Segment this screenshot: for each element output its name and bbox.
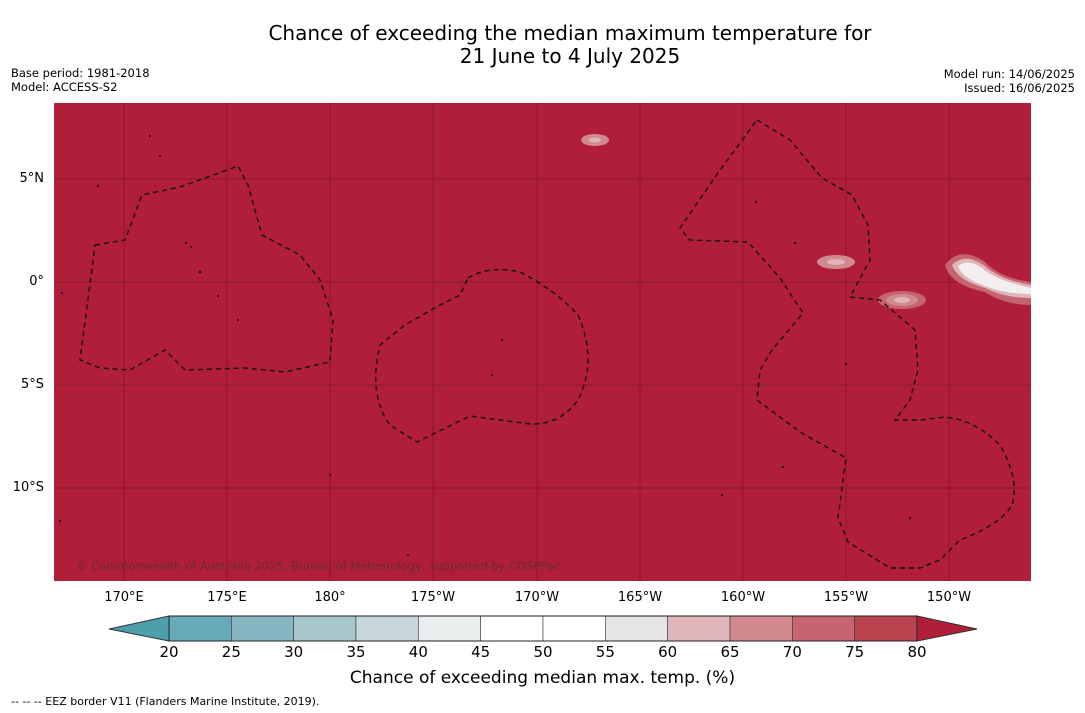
- colorbar-title: Chance of exceeding median max. temp. (%…: [349, 668, 736, 688]
- colorbar-segment: [355, 615, 419, 642]
- lon-label-155w: 155°W: [823, 590, 869, 605]
- colorbar-segment: [854, 615, 918, 642]
- colorbar-tick-label: 20: [159, 643, 179, 661]
- lat-label-5s: 5°S: [20, 377, 44, 392]
- low-probability-patches: [581, 134, 1031, 309]
- colorbar-segment: [480, 615, 544, 642]
- colorbar-segment: [418, 615, 481, 642]
- colorbar-tick-label: 30: [284, 643, 304, 661]
- colorbar-tick-label: 35: [346, 643, 366, 661]
- eez-borders: [79, 119, 1015, 569]
- colorbar-segment: [729, 615, 793, 642]
- colorbar-tick-label: 75: [845, 643, 865, 661]
- lon-label-170w: 170°W: [514, 590, 560, 605]
- lon-label-165w: 165°W: [617, 590, 663, 605]
- map-title-line2: 21 June to 4 July 2025: [459, 44, 681, 68]
- colorbar-tick-label: 50: [533, 643, 553, 661]
- colorbar-tick-label: 40: [408, 643, 428, 661]
- lon-label-160w: 160°W: [720, 590, 766, 605]
- colorbar-segment: [231, 615, 294, 642]
- lon-label-180: 180°: [314, 590, 346, 605]
- island-dots: [59, 135, 911, 556]
- lon-label-150w: 150°W: [926, 590, 972, 605]
- colorbar-tick-label: 65: [720, 643, 740, 661]
- lon-label-170e: 170°E: [104, 590, 144, 605]
- colorbar-over-arrow: [916, 615, 978, 642]
- lat-label-0: 0°: [29, 274, 44, 289]
- model-run: Model run: 14/06/2025: [943, 67, 1075, 81]
- colorbar-tick-label: 80: [907, 643, 927, 661]
- colorbar-segment: [168, 615, 232, 642]
- map-title: Chance of exceeding the median maximum t…: [0, 22, 1085, 68]
- colorbar-segment: [293, 615, 357, 642]
- colorbar-segment: [667, 615, 731, 642]
- colorbar: [108, 615, 978, 642]
- meta-left: Base period: 1981-2018 Model: ACCESS-S2: [11, 66, 150, 94]
- issued-date: Issued: 16/06/2025: [964, 81, 1075, 95]
- lat-label-5n: 5°N: [19, 171, 45, 186]
- colorbar-tick-label: 25: [221, 643, 241, 661]
- map-title-line1: Chance of exceeding the median maximum t…: [268, 21, 872, 45]
- lon-label-175e: 175°E: [207, 590, 247, 605]
- colorbar-segments: [168, 615, 918, 642]
- colorbar-under-arrow: [108, 615, 170, 642]
- base-period: Base period: 1981-2018: [11, 66, 150, 80]
- graticule: [54, 103, 1031, 581]
- colorbar-tick-label: 70: [782, 643, 802, 661]
- colorbar-tick-label: 45: [471, 643, 491, 661]
- colorbar-tick-label: 60: [658, 643, 678, 661]
- colorbar-segment: [605, 615, 668, 642]
- eez-legend: -- -- -- EEZ border V11 (Flanders Marine…: [11, 695, 320, 708]
- copyright-notice: © Commonwealth of Australia 2025, Bureau…: [76, 559, 561, 573]
- lat-label-10s: 10°S: [12, 480, 44, 495]
- lon-label-175w: 175°W: [410, 590, 456, 605]
- colorbar-segment: [792, 615, 855, 642]
- meta-right: Model run: 14/06/2025 Issued: 16/06/2025: [944, 67, 1075, 95]
- map-background: [54, 103, 1031, 581]
- colorbar-tick-label: 55: [595, 643, 615, 661]
- colorbar-segment: [542, 615, 606, 642]
- model-name: Model: ACCESS-S2: [11, 80, 118, 94]
